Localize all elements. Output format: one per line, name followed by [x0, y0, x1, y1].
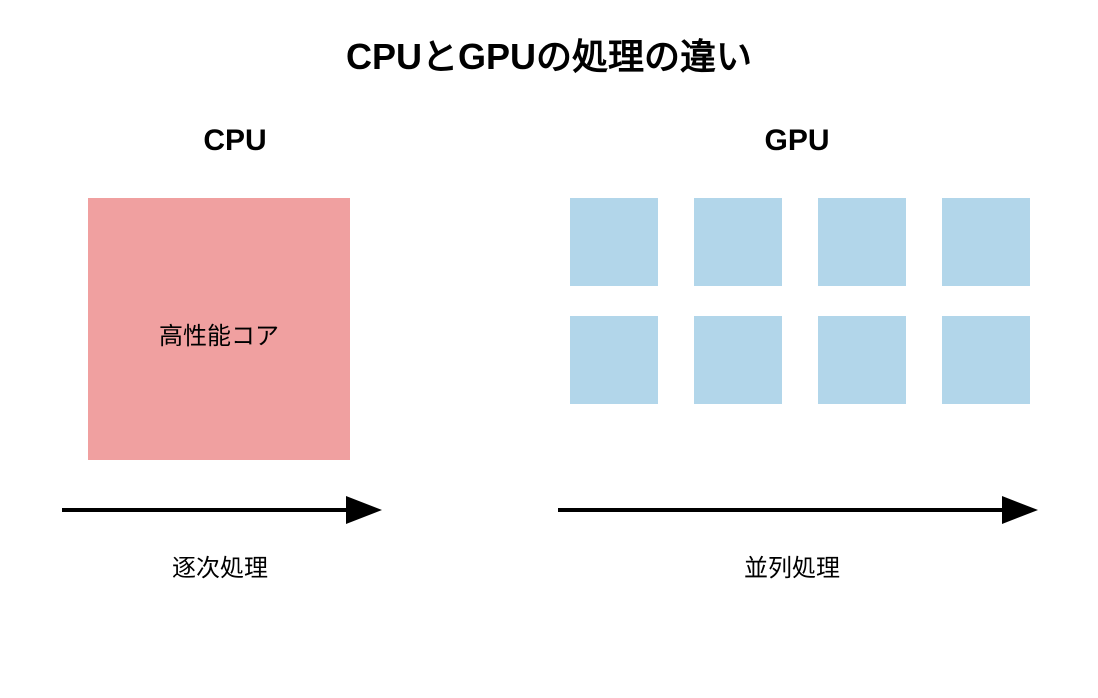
gpu-core-cell: [942, 316, 1030, 404]
cpu-section-label: CPU: [175, 124, 295, 158]
gpu-core-cell: [694, 198, 782, 286]
gpu-section-label: GPU: [737, 124, 857, 158]
gpu-core-cell: [570, 316, 658, 404]
gpu-arrow-label: 並列処理: [692, 548, 892, 583]
cpu-arrow: [62, 494, 382, 526]
gpu-arrow: [558, 494, 1038, 526]
page-title: CPUとGPUの処理の違い: [0, 28, 1098, 80]
gpu-core-cell: [818, 198, 906, 286]
gpu-core-cell: [694, 316, 782, 404]
cpu-arrow-label: 逐次処理: [120, 548, 320, 583]
gpu-core-cell: [942, 198, 1030, 286]
cpu-core-label: 高性能コア: [88, 316, 350, 351]
gpu-core-cell: [818, 316, 906, 404]
gpu-core-grid: [570, 198, 1030, 404]
gpu-core-cell: [570, 198, 658, 286]
